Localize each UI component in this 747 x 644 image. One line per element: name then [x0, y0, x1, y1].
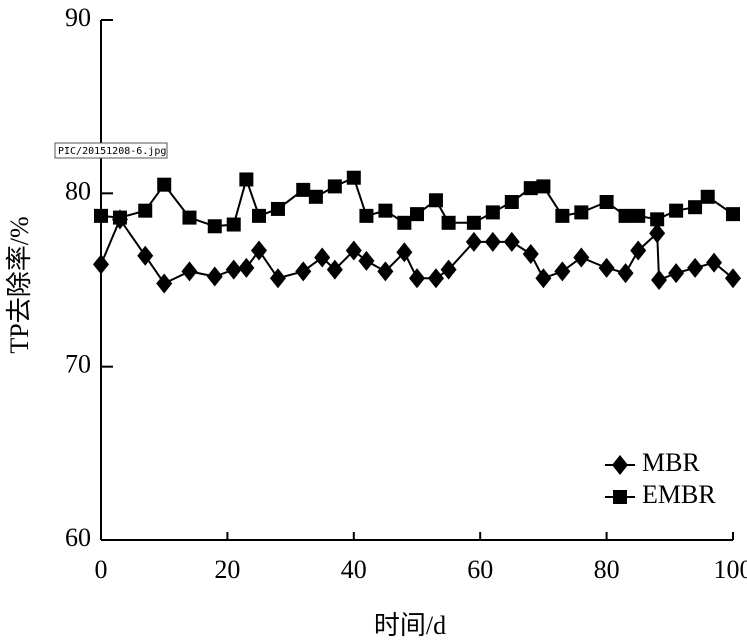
data-point	[631, 208, 646, 223]
data-point	[554, 261, 571, 282]
data-point	[270, 201, 285, 216]
tooltip-box	[54, 142, 168, 159]
data-point	[138, 203, 153, 218]
data-point	[156, 273, 173, 294]
data-point	[573, 247, 590, 268]
data-point	[504, 195, 519, 209]
data-point	[308, 189, 323, 204]
data-point	[182, 210, 197, 225]
data-point	[725, 268, 741, 289]
data-point	[651, 270, 668, 290]
data-point	[206, 266, 223, 287]
data-point	[617, 263, 634, 284]
data-point	[428, 193, 443, 208]
data-point	[396, 242, 413, 263]
data-point	[440, 259, 457, 280]
data-point	[669, 203, 684, 218]
x-tick-label: 0	[95, 555, 108, 584]
data-point	[295, 261, 312, 282]
data-point	[112, 210, 127, 225]
data-point	[296, 182, 311, 197]
data-point	[157, 177, 172, 192]
data-point	[668, 263, 685, 284]
data-point	[522, 244, 539, 264]
x-tick-label: 80	[594, 555, 620, 584]
x-tick-label: 60	[467, 555, 493, 584]
data-point	[238, 257, 255, 278]
data-point	[503, 231, 520, 252]
y-tick-label: 80	[65, 176, 91, 205]
legend-label: EMBR	[642, 480, 716, 509]
data-point	[346, 170, 361, 185]
data-point	[94, 208, 108, 223]
legend-marker	[613, 490, 627, 504]
tooltip-text: PIC/20151208-6.jpg	[58, 146, 166, 157]
data-point	[485, 205, 500, 220]
x-tick-label: 40	[341, 555, 367, 584]
data-point	[465, 231, 482, 252]
data-point	[252, 208, 266, 223]
data-point	[630, 240, 647, 261]
data-point	[181, 261, 198, 282]
data-point	[536, 179, 551, 194]
data-point	[397, 215, 412, 230]
data-point	[269, 268, 286, 289]
data-point	[251, 240, 267, 261]
data-point	[345, 240, 362, 261]
data-point	[409, 268, 425, 289]
data-point	[598, 257, 615, 278]
data-point	[523, 181, 538, 196]
data-point	[359, 208, 374, 223]
data-point	[618, 208, 633, 223]
data-point	[326, 259, 343, 280]
data-point	[314, 247, 331, 268]
data-point	[555, 208, 570, 223]
data-point	[484, 231, 501, 252]
data-point	[378, 203, 393, 218]
data-point	[599, 195, 614, 209]
data-point	[687, 257, 704, 278]
data-point	[650, 212, 665, 227]
data-point	[706, 252, 723, 273]
y-axis-label: TP去除率/%	[5, 216, 34, 353]
data-point	[700, 189, 715, 204]
legend-marker	[612, 455, 628, 475]
data-point	[93, 254, 109, 275]
data-point	[441, 215, 456, 230]
legend-label: MBR	[642, 448, 700, 477]
x-tick-label: 20	[214, 555, 240, 584]
data-point	[688, 200, 703, 215]
data-point	[574, 205, 589, 220]
data-point	[466, 215, 481, 230]
data-point	[239, 172, 254, 187]
x-axis-label: 时间/d	[374, 611, 446, 640]
y-tick-label: 90	[65, 3, 91, 32]
data-point	[358, 250, 375, 271]
data-point	[327, 179, 342, 194]
x-tick-label: 100	[714, 555, 747, 584]
y-tick-label: 60	[65, 523, 91, 552]
y-tick-label: 70	[65, 350, 91, 379]
data-point	[207, 219, 222, 234]
data-point	[726, 207, 740, 222]
data-point	[137, 245, 154, 266]
data-point	[226, 217, 241, 232]
data-point	[427, 268, 444, 289]
data-point	[377, 261, 394, 282]
data-point	[225, 259, 242, 280]
data-point	[649, 223, 666, 244]
data-point	[535, 268, 552, 289]
data-point	[410, 207, 424, 222]
